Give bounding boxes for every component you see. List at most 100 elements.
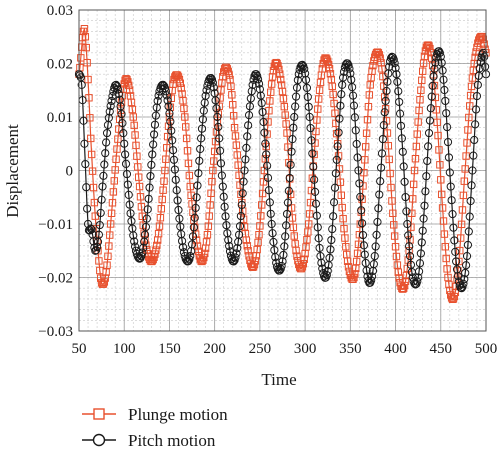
data-point-circle [354,166,363,175]
data-point-square [182,134,191,143]
data-point-circle [326,245,335,254]
data-point-circle [166,117,175,126]
data-point-circle [267,219,276,229]
data-point-square [162,155,170,163]
data-point-circle [239,177,248,186]
data-point-square [245,252,253,260]
y-tick-label: −0.02 [38,271,73,287]
data-point-square [338,203,346,212]
data-point-square [184,159,193,168]
x-tick-label: 50 [72,341,87,357]
data-point-circle [444,153,454,162]
data-point-square [259,178,268,186]
data-point-circle [257,99,266,108]
data-point-circle [304,102,313,111]
data-point-circle [425,116,435,125]
data-point-square [90,198,99,207]
data-point-square [278,87,287,96]
data-point-circle [448,209,457,219]
data-point-circle [471,105,481,114]
data-point-circle [160,83,170,93]
data-point-circle [443,137,453,147]
data-point-circle [252,70,261,79]
data-point-circle [139,243,148,252]
data-point-circle [378,134,387,144]
data-point-square [285,159,293,167]
data-point-square [328,82,336,91]
data-point-square [315,86,324,94]
data-point-square [114,135,122,143]
data-point-square [187,191,195,200]
x-tick-label: 150 [158,341,181,357]
data-point-square [208,177,216,186]
data-point-square [361,156,369,164]
data-point-circle [331,169,340,178]
data-point-circle [452,257,461,266]
data-point-square [435,146,443,154]
data-point-circle [254,79,264,88]
data-point-circle [480,52,489,61]
data-point-circle [430,64,439,73]
data-point-square [458,206,467,214]
data-point-square [326,70,335,78]
data-point-circle [351,126,360,135]
data-point-circle [381,96,390,106]
data-point-circle [243,132,252,141]
data-point-square [212,128,221,136]
data-point-square [210,147,219,156]
data-point-circle [315,243,324,253]
data-point-circle [369,259,378,269]
data-point-circle [258,107,267,117]
data-point-circle [405,242,414,251]
data-point-square [316,78,325,87]
data-point-circle [143,205,152,214]
data-point-circle [383,77,392,86]
data-point-circle [197,134,206,143]
data-point-circle [280,242,289,251]
data-point-circle [400,177,409,186]
data-point-square [282,120,290,128]
data-point-circle [440,85,449,95]
data-point-square [158,195,166,204]
data-point-square [135,182,144,191]
data-point-circle [356,192,365,201]
data-point-circle [301,69,310,78]
data-point-circle [242,143,251,153]
data-point-circle [283,198,293,207]
data-point-square [413,130,421,138]
data-point-circle [225,241,234,251]
data-point-square [337,191,345,199]
data-point-circle [401,192,410,202]
data-point-circle [360,250,369,259]
data-point-circle [149,130,159,139]
series-line [78,28,487,301]
data-point-circle [186,252,195,261]
data-point-square [207,189,215,197]
data-point-square [263,130,271,138]
data-point-circle [403,219,412,229]
data-point-circle [144,194,153,203]
data-point-square [102,268,110,276]
data-point-square [153,241,161,250]
data-point-square [136,193,145,201]
data-point-square [354,240,363,249]
x-tick-label: 500 [475,341,498,357]
data-point-square [229,112,238,120]
data-point-square [409,195,417,203]
x-tick-label: 300 [294,341,317,357]
data-point-square [217,86,225,94]
data-point-square [256,222,264,230]
data-point-circle [202,86,211,95]
data-point-circle [236,211,245,221]
data-point-circle [122,169,132,179]
data-point-circle [154,91,163,100]
data-point-square [280,102,289,111]
data-point-square [111,166,119,174]
data-point-square [80,25,89,33]
data-point-circle [424,142,433,151]
data-point-square [342,243,350,251]
data-point-circle [463,240,473,250]
data-point-circle [419,214,428,223]
data-point-square [314,105,322,113]
data-point-circle [99,171,108,180]
